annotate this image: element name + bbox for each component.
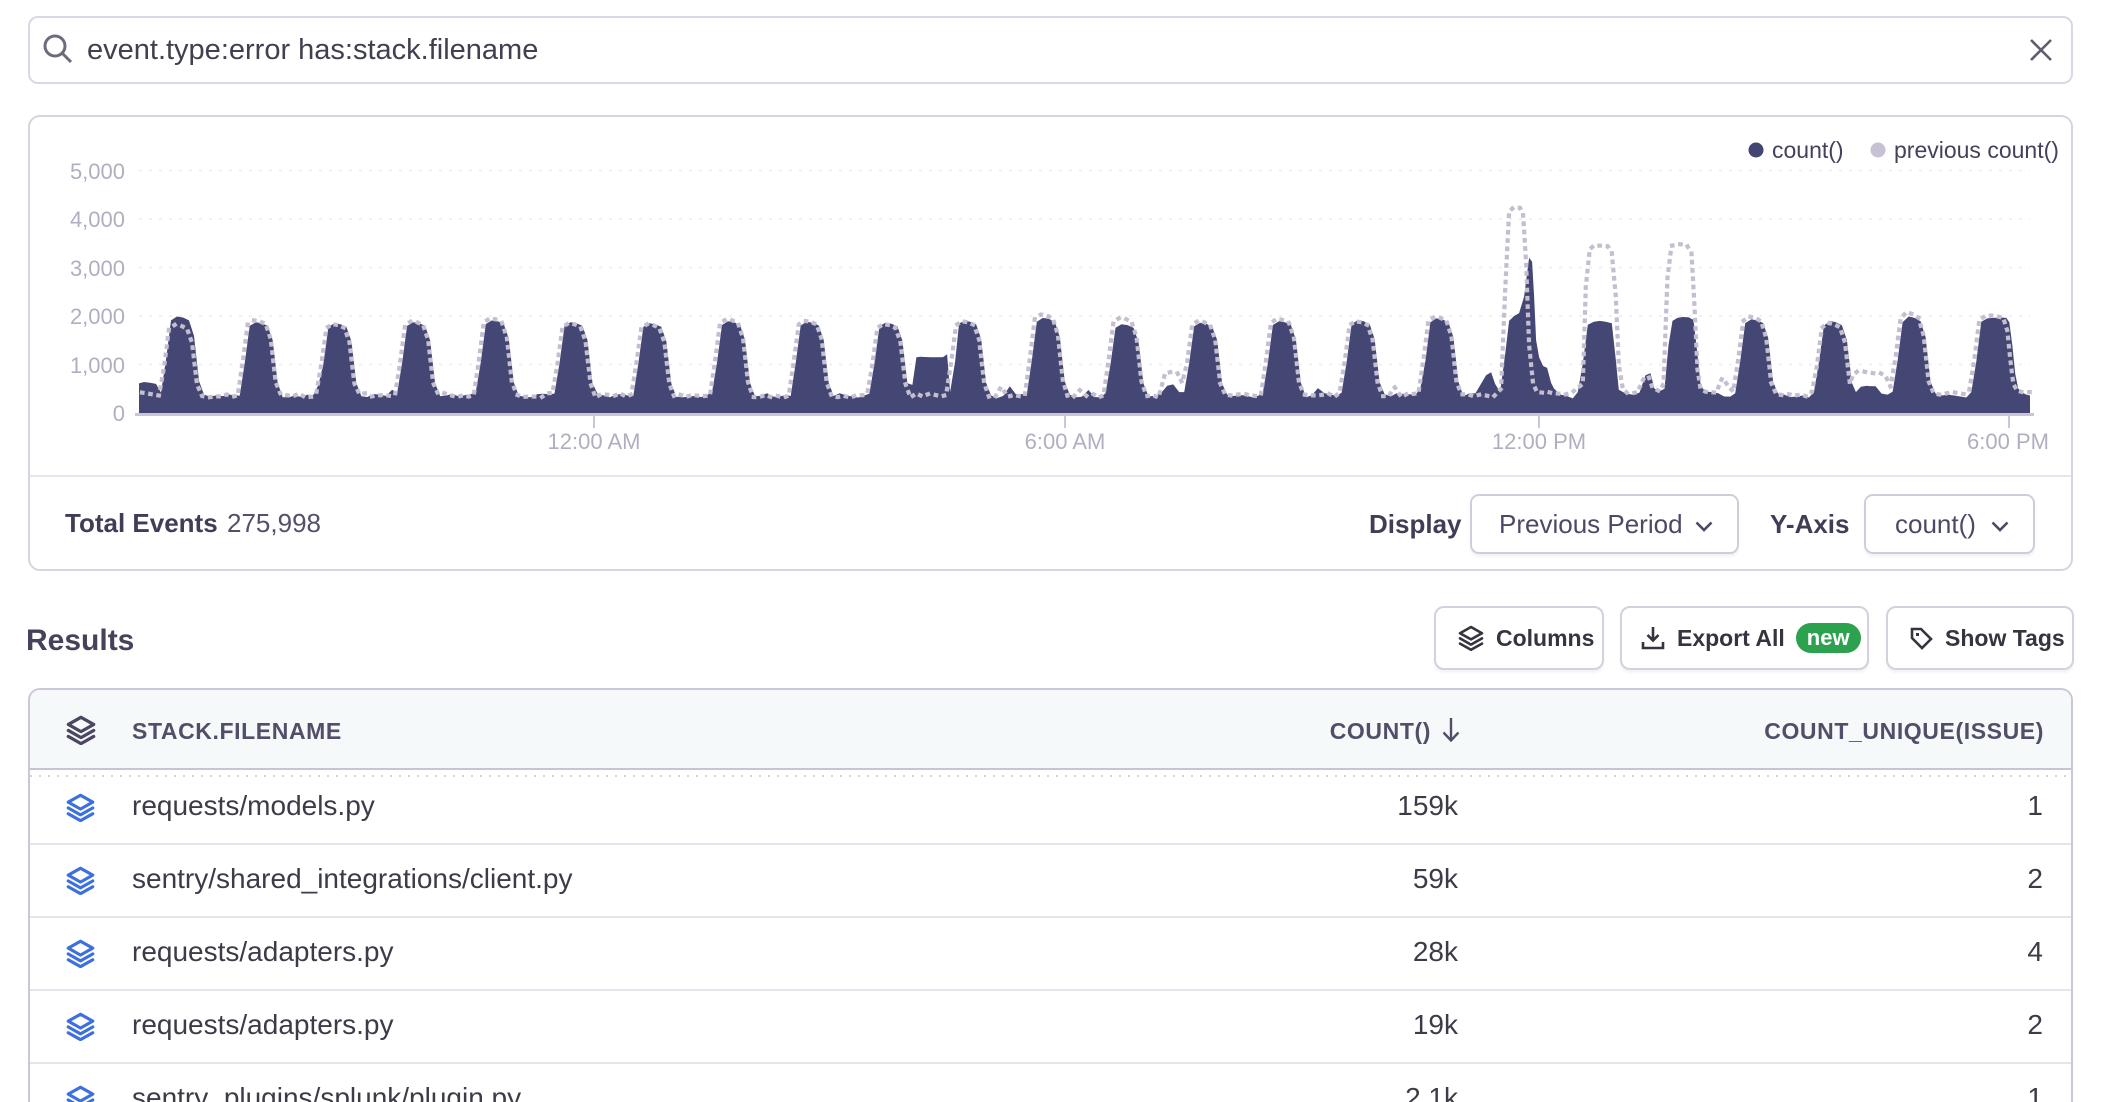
svg-text:12:00 AM: 12:00 AM bbox=[548, 429, 641, 454]
svg-text:12:00 PM: 12:00 PM bbox=[1492, 429, 1586, 454]
svg-text:3,000: 3,000 bbox=[70, 256, 125, 281]
svg-text:count(): count() bbox=[1772, 137, 1844, 163]
svg-text:6:00 PM: 6:00 PM bbox=[1967, 429, 2049, 454]
svg-text:0: 0 bbox=[113, 401, 125, 426]
svg-text:5,000: 5,000 bbox=[70, 159, 125, 184]
svg-text:1,000: 1,000 bbox=[70, 353, 125, 378]
svg-text:4,000: 4,000 bbox=[70, 207, 125, 232]
svg-text:6:00 AM: 6:00 AM bbox=[1025, 429, 1106, 454]
svg-text:previous count(): previous count() bbox=[1894, 137, 2059, 163]
svg-text:2,000: 2,000 bbox=[70, 304, 125, 329]
